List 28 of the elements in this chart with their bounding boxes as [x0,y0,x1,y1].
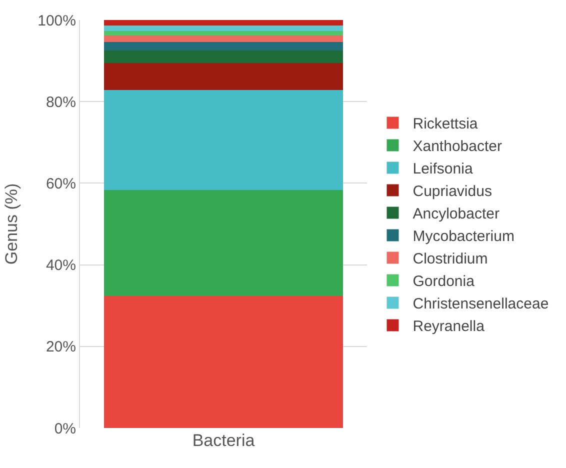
bar [104,190,344,296]
legend-label: Mycobacterium [412,228,514,246]
legend-label: Reyranella [412,318,486,336]
y-axis-title: Genus (%) [2,183,22,265]
bar [104,90,344,190]
bar [104,20,344,26]
y-tick-label: 80% [46,94,76,111]
y-tick-label: 40% [46,257,76,274]
bar [104,50,344,63]
legend-label: Christensenellaceae [412,296,549,313]
x-tick-label: Bacteria [192,431,256,450]
y-tick-label: 0% [54,420,76,438]
bar [104,26,344,32]
legend-label: Leifsonia [412,160,474,178]
legend-label: Cupriavidus [412,183,492,200]
bar [104,62,344,90]
y-tick-label: 100% [38,12,76,30]
bar [104,42,344,51]
legend-label: Xanthobacter [412,138,502,156]
y-tick-label: 60% [46,175,76,192]
legend-label: Clostridium [412,250,488,268]
bar [104,296,344,428]
legend-label: Ancylobacter [412,206,500,223]
legend-label: Gordonia [412,273,476,290]
bar [104,31,344,36]
bar [104,36,344,42]
legend-label: Rickettsia [412,116,478,133]
y-tick-label: 20% [46,338,76,356]
